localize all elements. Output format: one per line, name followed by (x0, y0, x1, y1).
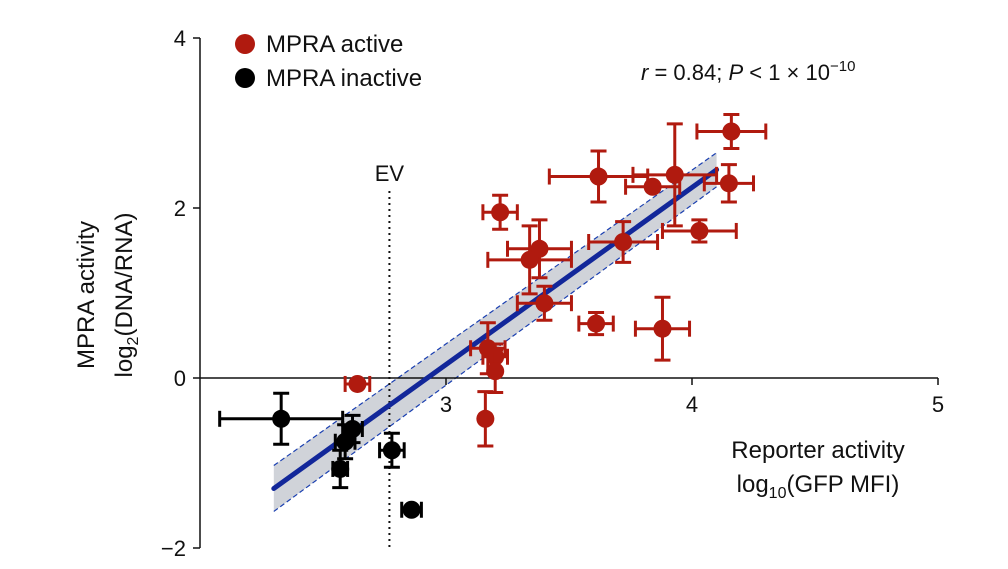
data-point (481, 193, 519, 231)
data-point (400, 500, 423, 519)
data-point (476, 390, 495, 448)
data-point (486, 348, 505, 394)
data-point (660, 218, 738, 244)
legend-label-active: MPRA active (266, 31, 403, 58)
data-point (633, 295, 692, 362)
point-marker (643, 177, 662, 196)
x-axis-title-units: log10(GFP MFI) (737, 471, 900, 502)
point-marker (520, 250, 539, 269)
point-marker (690, 221, 709, 240)
ev-label: EV (375, 161, 405, 186)
data-point (515, 284, 573, 322)
x-tick-label: 5 (932, 392, 944, 417)
point-marker (331, 459, 350, 478)
point-marker (476, 409, 495, 428)
axes: 4 2 0 −2 3 4 5 (161, 26, 944, 561)
ev-reference-layer: EV (375, 161, 405, 550)
point-marker (348, 374, 367, 393)
data-points-layer (218, 113, 768, 519)
point-marker (722, 122, 741, 141)
legend-marker-active (235, 34, 255, 54)
point-marker (614, 233, 633, 251)
point-marker (491, 203, 510, 222)
point-marker (719, 174, 738, 193)
point-marker (535, 294, 554, 313)
data-point (587, 220, 660, 264)
point-marker (336, 432, 355, 451)
point-marker (587, 314, 606, 333)
data-point (333, 423, 357, 461)
point-marker (665, 165, 684, 184)
legend-label-inactive: MPRA inactive (266, 65, 422, 92)
data-point (547, 149, 650, 204)
point-marker (589, 167, 608, 186)
data-point (695, 113, 768, 150)
y-axis-title-units: log2(DNA/RNA) (111, 213, 142, 378)
data-point (702, 163, 755, 204)
data-point (506, 218, 573, 280)
data-point (486, 224, 573, 296)
y-tick-label: 0 (174, 366, 186, 391)
data-point (378, 431, 406, 469)
confidence-band-upper (273, 152, 717, 467)
point-marker (486, 362, 505, 381)
point-marker (382, 441, 401, 460)
data-point (343, 374, 372, 393)
x-tick-label: 4 (686, 392, 698, 417)
legend: MPRA active MPRA inactive (235, 31, 422, 92)
x-tick-label: 3 (440, 392, 452, 417)
point-marker (272, 409, 291, 428)
y-tick-label: 2 (174, 196, 186, 221)
correlation-annotation: r = 0.84; P < 1 × 10−10 (641, 58, 855, 85)
point-marker (653, 319, 672, 338)
data-point (577, 311, 615, 337)
data-point (631, 122, 719, 228)
data-point (331, 448, 350, 490)
point-marker (402, 500, 421, 519)
y-tick-label: 4 (174, 26, 186, 51)
x-axis-title: Reporter activity (731, 437, 904, 464)
y-tick-label: −2 (161, 536, 186, 561)
y-axis-title: MPRA activity (73, 221, 100, 369)
legend-marker-inactive (235, 68, 255, 88)
